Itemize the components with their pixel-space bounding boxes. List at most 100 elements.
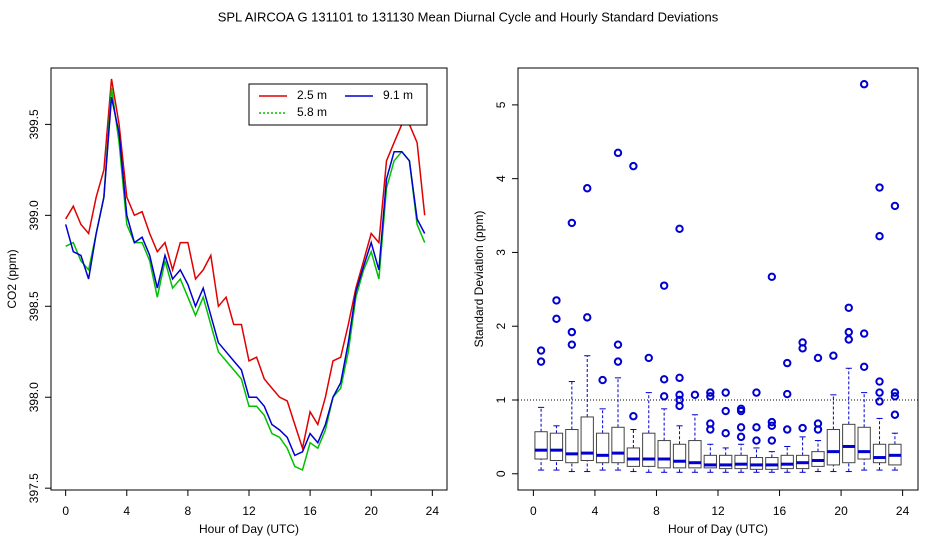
x-tick-label: 0 [62, 504, 69, 518]
y-axis-title: Standard Deviation (ppm) [472, 211, 486, 348]
outlier [613, 340, 623, 349]
outlier [706, 388, 715, 397]
x-tick-label: 4 [592, 504, 599, 518]
legend-label: 9.1 m [383, 88, 413, 102]
outlier [798, 423, 807, 433]
box [549, 432, 564, 461]
outlier [813, 353, 823, 363]
x-tick-label: 24 [426, 504, 440, 518]
outlier [767, 272, 777, 281]
outlier [721, 428, 730, 438]
outlier [859, 329, 869, 338]
outlier [752, 436, 761, 445]
outlier [567, 327, 577, 337]
y-tick-label: 399.0 [27, 200, 41, 230]
y-tick-label: 5 [494, 101, 508, 108]
outlier [567, 218, 577, 228]
outlier [875, 183, 884, 192]
box [688, 440, 702, 469]
outlier [613, 148, 623, 158]
x-tick-label: 12 [242, 504, 256, 518]
box [826, 429, 841, 466]
legend-label: 2.5 m [297, 88, 327, 102]
outlier [583, 313, 592, 322]
box [719, 454, 733, 470]
outlier [767, 421, 777, 431]
outlier [706, 392, 715, 401]
legend-box [248, 83, 428, 126]
y-tick-label: 4 [494, 175, 508, 182]
y-axis-title: CO2 (ppm) [5, 249, 19, 308]
outlier [675, 395, 684, 405]
outlier [567, 340, 577, 349]
y-tick-label: 398.0 [27, 382, 41, 412]
y-tick-label: 0 [494, 470, 508, 477]
outlier [736, 423, 746, 432]
x-tick-label: 8 [653, 504, 660, 518]
outlier [644, 353, 653, 363]
outlier [890, 388, 900, 397]
outlier [536, 346, 546, 355]
outlier [783, 389, 792, 399]
box [565, 429, 579, 464]
y-tick-label: 397.5 [27, 473, 41, 503]
x-tick-label: 20 [834, 504, 848, 518]
box [626, 447, 641, 467]
box [842, 423, 856, 464]
outlier [706, 419, 715, 428]
box [734, 454, 748, 470]
box [642, 432, 656, 467]
outlier [890, 392, 900, 401]
figure-title: SPL AIRCOA G 131101 to 131130 Mean Diurn… [218, 9, 719, 24]
outlier [721, 388, 730, 397]
box [857, 426, 871, 460]
outlier [629, 412, 638, 421]
outlier [675, 373, 684, 383]
outlier [875, 397, 884, 406]
x-axis-title: Hour of Day (UTC) [199, 522, 299, 536]
outlier [536, 357, 546, 366]
outlier [752, 388, 761, 397]
outlier [752, 423, 761, 432]
box [580, 416, 594, 461]
outlier [552, 296, 561, 305]
outlier [721, 406, 730, 416]
x-tick-label: 16 [773, 504, 787, 518]
outlier [767, 417, 777, 427]
box [872, 443, 887, 464]
y-tick-label: 3 [494, 249, 508, 256]
x-axis-title: Hour of Day (UTC) [668, 522, 768, 536]
box [703, 454, 717, 469]
box [534, 431, 548, 460]
outlier [859, 80, 869, 89]
outlier [629, 161, 638, 171]
box [672, 443, 687, 469]
outlier [675, 390, 684, 400]
y-tick-label: 399.5 [27, 109, 41, 139]
x-tick-label: 20 [365, 504, 379, 518]
outlier [736, 404, 746, 414]
outlier [598, 375, 607, 385]
x-tick-label: 0 [530, 504, 537, 518]
outlier [783, 425, 792, 434]
series-line [65, 78, 426, 452]
y-tick-label: 2 [494, 323, 508, 330]
outlier [659, 392, 669, 401]
outlier [844, 327, 853, 337]
outlier [875, 232, 884, 241]
outlier [552, 314, 561, 324]
outlier [583, 184, 592, 193]
outlier [736, 432, 746, 442]
outlier [813, 419, 823, 428]
outlier [859, 362, 869, 371]
outlier [890, 410, 900, 419]
x-tick-label: 16 [303, 504, 317, 518]
outlier [675, 224, 684, 234]
legend-label: 5.8 m [297, 105, 327, 119]
outlier [659, 375, 669, 384]
x-tick-label: 8 [185, 504, 192, 518]
outlier [659, 281, 669, 290]
outlier [844, 303, 853, 312]
